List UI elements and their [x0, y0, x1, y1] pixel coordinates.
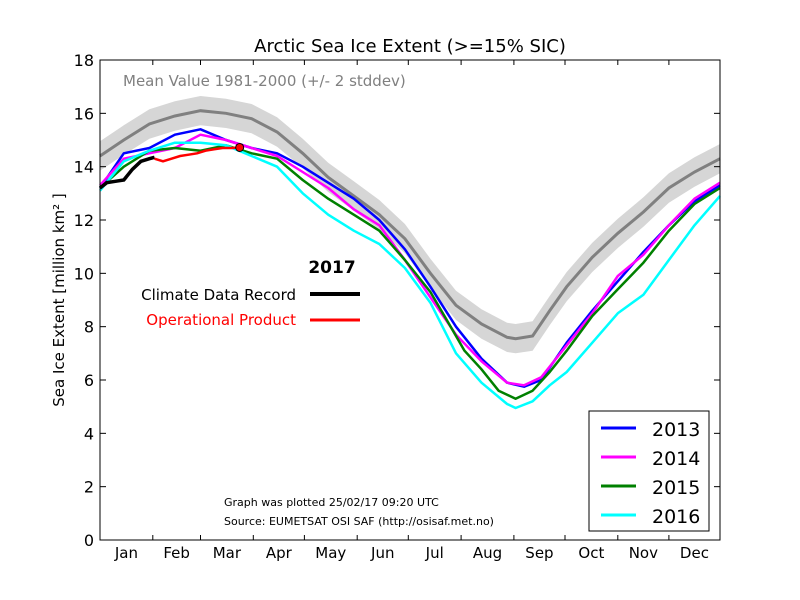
y-tick-label-18: 18	[74, 51, 94, 70]
series-line-2016	[99, 141, 721, 410]
mean-value-label: Mean Value 1981-2000 (+/- 2 stddev)	[123, 72, 406, 90]
x-axis-months: Jan Feb Mar Apr May Jun Jul Aug Sep Oct Nov Dec	[99, 60, 709, 562]
year-label: 2017	[308, 258, 355, 278]
plot-timestamp-note: Graph was plotted 25/02/17 09:20 UTC	[224, 496, 439, 509]
operational-product-line	[154, 146, 240, 163]
record-lines	[98, 142, 245, 190]
y-tick-label-10: 10	[74, 264, 94, 283]
series-lines	[98, 128, 721, 410]
x-month-label-nov: Nov	[629, 544, 658, 562]
legend-label-2016: 2016	[652, 506, 700, 528]
x-month-label-oct: Oct	[578, 544, 604, 562]
legend: 2013 2014 2015 2016	[588, 410, 710, 532]
chart-title: Arctic Sea Ice Extent (>=15% SIC)	[254, 36, 566, 57]
series-line-2013	[98, 128, 721, 388]
y-tick-label-0: 0	[84, 531, 94, 550]
series-line-2014	[99, 133, 721, 387]
plot-frame	[99, 59, 721, 541]
y-tick-label-2: 2	[84, 478, 94, 497]
legend-box	[588, 410, 710, 532]
series-line-2015	[99, 144, 721, 400]
y-tick-label-8: 8	[84, 318, 94, 337]
x-month-label-may: May	[315, 544, 346, 562]
x-month-label-jul: Jul	[425, 544, 444, 562]
legend-label-2015: 2015	[652, 477, 700, 499]
x-month-label-dec: Dec	[680, 544, 709, 562]
y-axis-label: Sea Ice Extent [million km² ]	[50, 193, 68, 407]
y-tick-label-6: 6	[84, 371, 94, 390]
x-month-label-apr: Apr	[266, 544, 293, 562]
x-month-label-jan: Jan	[114, 544, 138, 562]
operational-product-latest-point	[235, 142, 245, 152]
source-note: Source: EUMETSAT OSI SAF (http://osisaf.…	[224, 515, 494, 528]
x-month-label-sep: Sep	[525, 544, 553, 562]
mean-line-group	[99, 109, 721, 341]
y-axis-ticks: 0 2 4 6 8 10 12 14 16 18	[74, 51, 720, 550]
climate-data-record-label: Climate Data Record	[141, 286, 296, 304]
legend-label-2014: 2014	[652, 448, 700, 470]
x-month-label-feb: Feb	[163, 544, 190, 562]
climate-data-record-line	[98, 155, 155, 190]
operational-product-label: Operational Product	[146, 311, 296, 329]
mean-line	[99, 109, 721, 341]
y-tick-label-4: 4	[84, 424, 94, 443]
y-tick-label-16: 16	[74, 104, 94, 123]
x-month-label-jun: Jun	[370, 544, 394, 562]
x-month-label-mar: Mar	[213, 544, 242, 562]
y-tick-label-12: 12	[74, 211, 94, 230]
x-month-label-aug: Aug	[473, 544, 502, 562]
legend-label-2013: 2013	[652, 419, 700, 441]
y-tick-label-14: 14	[74, 158, 94, 177]
